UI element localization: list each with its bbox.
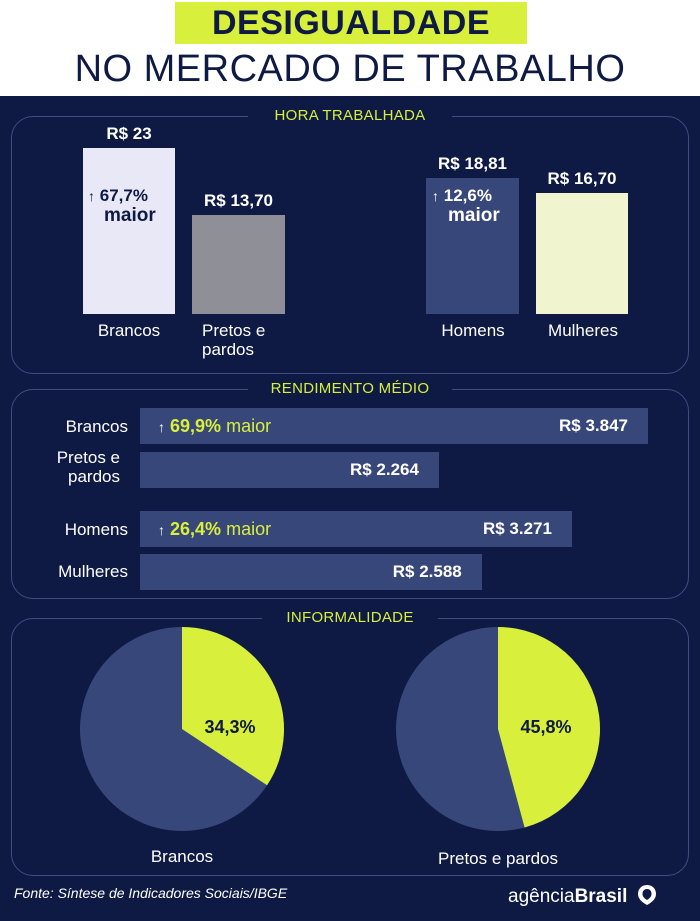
page-title: DESIGUALDADE bbox=[211, 4, 491, 42]
agencia-brasil-logo: agênciaBrasil bbox=[508, 883, 659, 909]
row-label-brancos: Brancos bbox=[65, 417, 128, 436]
category-label-brancos-line1: Brancos bbox=[97, 321, 161, 340]
bar-pretos-pardos bbox=[192, 215, 285, 314]
hbar-value-mulheres: R$ 2.588 bbox=[392, 562, 462, 581]
row-label-pretos-pardos: Pretos e pardos bbox=[20, 448, 120, 486]
title-highlight: DESIGUALDADE bbox=[175, 2, 527, 44]
category-label-pretos-line2: pardos bbox=[202, 340, 254, 359]
pie-slice-pretos-pardos bbox=[498, 627, 601, 828]
category-label-pretos-line1: Pretos e bbox=[202, 321, 266, 340]
category-label-mulheres: Mulheres bbox=[522, 321, 644, 340]
pie-category-pretos-pardos: Pretos e pardos bbox=[437, 849, 558, 868]
logo-text-bold: Brasil bbox=[574, 886, 628, 907]
note-gender-hora-word: maior bbox=[448, 205, 500, 226]
row-label-mulheres: Mulheres bbox=[58, 562, 128, 581]
note-race-hora: ↑ 67,7% maior bbox=[88, 186, 172, 226]
bar-value-brancos: R$ 23 bbox=[106, 124, 152, 143]
row-label-homens: Homens bbox=[64, 520, 128, 539]
bar-homens bbox=[426, 178, 519, 314]
hbar-brancos bbox=[140, 408, 648, 444]
row-label-pretos-line1: Pretos e bbox=[56, 448, 120, 467]
arrow-up-icon: ↑ bbox=[158, 522, 165, 538]
hbar-pretos-pardos bbox=[140, 452, 439, 488]
arrow-up-icon: ↑ bbox=[158, 419, 165, 435]
bar-value-homens: R$ 18,81 bbox=[438, 154, 507, 174]
pie-category-brancos: Brancos bbox=[150, 847, 214, 866]
category-label-mulheres-line1: Mulheres bbox=[548, 321, 618, 340]
pie-chart-pretos-pardos bbox=[396, 627, 601, 831]
map-pin-icon bbox=[637, 885, 656, 905]
note-gender-rendimento: ↑ 26,4% maior bbox=[158, 511, 271, 547]
pie-slice-brancos bbox=[182, 627, 285, 786]
logo-text-light: agência bbox=[508, 886, 575, 907]
page-subtitle: NO MERCADO DE TRABALHO bbox=[74, 48, 626, 90]
pie-chart-brancos bbox=[80, 627, 285, 831]
arrow-up-icon: ↑ bbox=[432, 188, 439, 204]
note-gender-hora-pct: 12,6% bbox=[443, 186, 492, 205]
note-race-rendimento: ↑ 69,9% maior bbox=[158, 408, 271, 444]
hbar-mulheres bbox=[140, 554, 482, 590]
note-race-rendimento-pct: 69,9% bbox=[170, 416, 222, 436]
category-label-brancos: Brancos bbox=[68, 321, 190, 340]
hbar-value-pretos-pardos: R$ 2.264 bbox=[349, 460, 419, 479]
section-title-informalidade: INFORMALIDADE bbox=[262, 608, 438, 628]
section-title-rendimento: RENDIMENTO MÉDIO bbox=[248, 379, 452, 399]
note-race-hora-word: maior bbox=[104, 205, 156, 226]
category-label-homens-line1: Homens bbox=[441, 321, 505, 340]
header: DESIGUALDADE NO MERCADO DE TRABALHO bbox=[0, 0, 700, 96]
section-title-hora: HORA TRABALHADA bbox=[248, 106, 452, 126]
bar-value-mulheres: R$ 16,70 bbox=[547, 169, 617, 189]
note-gender-rendimento-pct: 26,4% bbox=[170, 519, 222, 539]
note-gender-hora: ↑ 12,6% maior bbox=[432, 186, 516, 226]
hbar-homens bbox=[140, 511, 572, 547]
bar-value-pretos-pardos: R$ 13,70 bbox=[204, 191, 273, 211]
row-label-pretos-line2: pardos bbox=[68, 467, 120, 486]
note-gender-rendimento-word: maior bbox=[226, 519, 272, 539]
arrow-up-icon: ↑ bbox=[88, 188, 95, 204]
bar-mulheres bbox=[536, 193, 628, 314]
category-label-homens: Homens bbox=[412, 321, 534, 340]
hbar-value-brancos: R$ 3.847 bbox=[559, 416, 628, 435]
pie-value-pretos-pardos: 45,8% bbox=[520, 717, 572, 737]
note-race-rendimento-word: maior bbox=[226, 416, 272, 436]
source-note: Fonte: Síntese de Indicadores Sociais/IB… bbox=[14, 885, 288, 901]
note-race-hora-pct: 67,7% bbox=[99, 186, 148, 205]
hbar-value-homens: R$ 3.271 bbox=[482, 519, 552, 538]
category-label-pretos-pardos: Pretos e pardos bbox=[172, 321, 298, 359]
pie-value-brancos: 34,3% bbox=[204, 717, 256, 737]
bar-brancos bbox=[83, 148, 175, 314]
